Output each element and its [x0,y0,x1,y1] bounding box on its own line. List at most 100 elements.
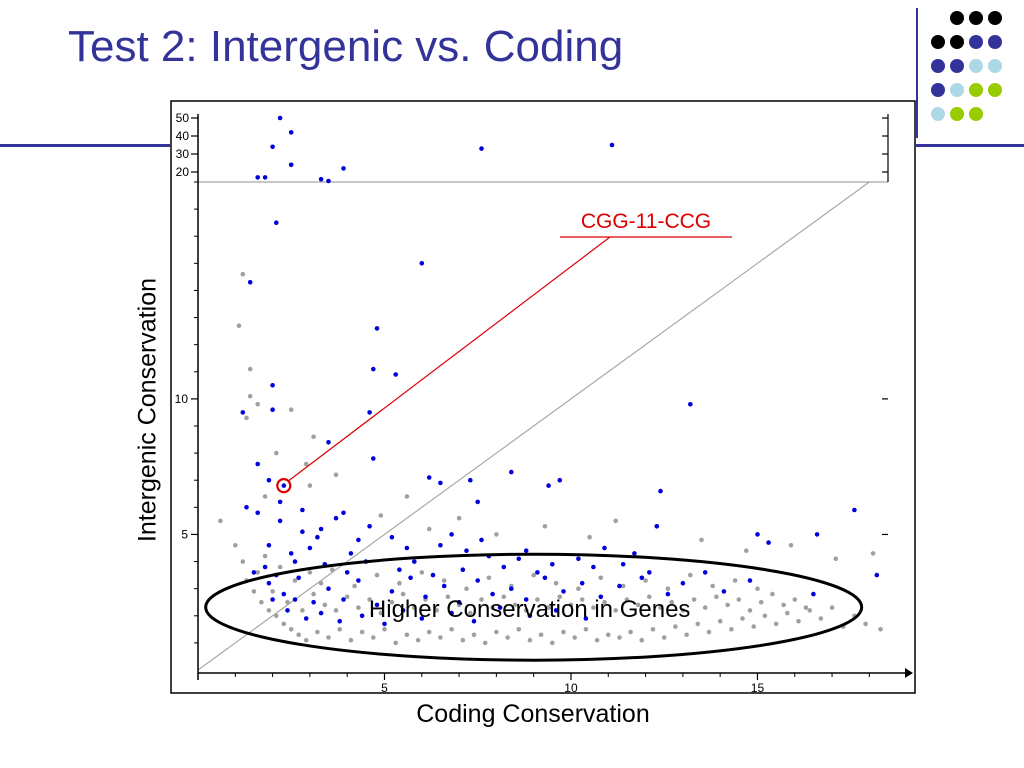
data-point [341,166,346,171]
data-point [464,586,469,591]
data-point [665,586,671,591]
data-point [288,407,294,413]
data-point [400,608,406,613]
data-point [449,532,454,537]
data-point [236,323,242,328]
data-point [863,621,868,627]
data-point [814,532,820,537]
data-point [300,529,305,534]
data-point [274,220,279,225]
data-point [766,540,771,545]
data-point [684,632,689,638]
data-point [606,632,611,638]
data-point [542,524,548,529]
data-point [747,608,753,613]
data-point [348,551,354,556]
data-point [710,583,715,589]
data-point [326,586,331,591]
data-point [829,605,835,610]
data-point [811,591,816,597]
data-point [356,605,361,610]
data-point [744,548,749,553]
data-point [240,271,246,277]
highlight-label: CGG-11-CCG [581,210,711,233]
data-point [266,580,272,586]
data-point [702,605,708,610]
data-point [535,570,540,575]
data-point [613,608,618,613]
decor-dot [931,107,945,121]
data-point [356,578,361,583]
data-point [509,586,514,591]
decor-dot [969,107,983,121]
data-point [527,613,533,619]
data-point [281,621,287,627]
data-point [598,575,604,581]
data-point [270,383,275,388]
data-point [281,483,287,488]
data-point [740,616,745,621]
data-point [479,597,484,602]
data-point [277,499,283,505]
data-point [620,583,626,589]
data-point [870,551,876,556]
data-point [755,586,760,591]
data-point [591,564,596,570]
data-point [576,586,581,591]
data-point [285,608,290,613]
data-point [378,610,384,616]
data-point [255,510,260,516]
data-point [356,537,361,543]
data-point [389,599,395,605]
data-point [344,594,350,600]
data-point [218,518,223,524]
data-point [490,605,495,610]
data-point [460,637,466,643]
axes: 5 10 15 5 10 20 30 40 50 [175,111,913,695]
data-point [535,597,540,602]
decor-dot [969,35,983,49]
data-point [438,635,443,640]
x-axis-arrow [905,668,913,678]
data-point [438,543,443,548]
series-highlighted-points [240,115,880,627]
decorative-dot-grid [931,11,1002,121]
decor-dot [988,35,1002,49]
data-point [628,629,633,635]
y-tick-label: 5 [181,527,188,541]
data-point [523,597,529,602]
data-point [303,461,309,467]
data-point [251,570,257,575]
data-point [587,534,592,540]
data-point [598,594,604,600]
decor-dot [950,83,964,97]
data-point [326,635,331,640]
data-point [639,575,645,581]
data-point [553,608,559,613]
data-point [318,610,324,616]
data-point [322,602,328,608]
data-point [389,589,395,594]
data-point [382,621,387,627]
data-point [367,597,372,602]
data-point [374,602,380,608]
data-point [729,627,734,632]
data-point [333,515,339,521]
data-point [300,507,305,513]
data-point [706,629,712,635]
decor-dot [969,59,983,73]
annotations: CGG-11-CCG Higher Conservation in Genes [204,210,864,662]
data-point [546,605,551,610]
data-point [669,599,674,605]
data-point [397,567,402,572]
data-point [400,591,406,597]
data-point [415,637,421,643]
data-point [632,551,637,556]
data-point [624,597,630,602]
data-point [494,629,499,635]
data-point [404,545,410,551]
data-point [494,532,499,537]
data-point [247,393,253,399]
data-point [419,261,425,266]
data-point [311,591,316,597]
